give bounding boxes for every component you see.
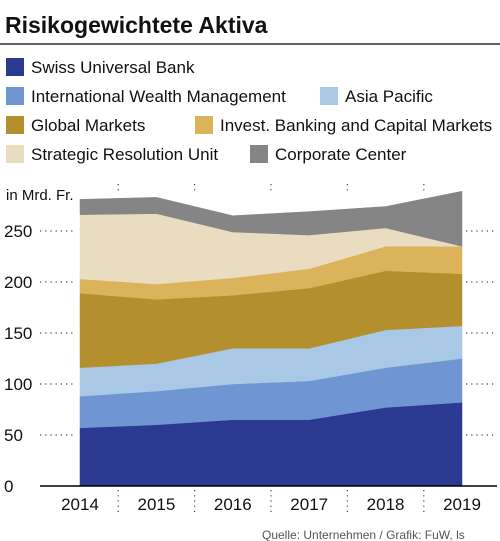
areas xyxy=(79,190,463,487)
legend-swatch-7 xyxy=(250,145,268,163)
legend: Swiss Universal Bank International Wealth… xyxy=(6,58,492,164)
legend-swatch-4 xyxy=(6,116,24,134)
legend-swatch-6 xyxy=(6,145,24,163)
y-axis: 0 50 100 150 200 250 xyxy=(4,222,32,496)
y-tick-label-150: 150 xyxy=(4,324,32,343)
y-tick-label-100: 100 xyxy=(4,375,32,394)
legend-label-2: International Wealth Management xyxy=(31,87,286,106)
legend-label-5: Invest. Banking and Capital Markets xyxy=(220,116,492,135)
x-tick-label-2015: 2015 xyxy=(137,495,175,514)
legend-label-4: Global Markets xyxy=(31,116,145,135)
legend-label-7: Corporate Center xyxy=(275,145,407,164)
source-note: Quelle: Unternehmen / Grafik: FuW, ls xyxy=(262,528,465,541)
legend-label-3: Asia Pacific xyxy=(345,87,433,106)
y-axis-label: in Mrd. Fr. xyxy=(6,187,74,204)
y-tick-label-0: 0 xyxy=(4,477,13,496)
y-tick-label-50: 50 xyxy=(4,426,23,445)
x-tick-label-2018: 2018 xyxy=(367,495,405,514)
x-tick-label-2014: 2014 xyxy=(61,495,99,514)
x-tick-label-2019: 2019 xyxy=(443,495,481,514)
legend-label-1: Swiss Universal Bank xyxy=(31,58,195,77)
x-tick-label-2016: 2016 xyxy=(214,495,252,514)
gridlines xyxy=(40,184,497,516)
x-tick-label-2017: 2017 xyxy=(290,495,328,514)
legend-swatch-2 xyxy=(6,87,24,105)
legend-swatch-3 xyxy=(320,87,338,105)
chart-title: Risikogewichtete Aktiva xyxy=(5,12,268,38)
y-tick-label-200: 200 xyxy=(4,273,32,292)
legend-swatch-1 xyxy=(6,58,24,76)
x-axis: 2014 2015 2016 2017 2018 2019 xyxy=(40,485,497,514)
legend-label-6: Strategic Resolution Unit xyxy=(31,145,218,164)
y-tick-label-250: 250 xyxy=(4,222,32,241)
area-series-7 xyxy=(79,190,463,247)
legend-swatch-5 xyxy=(195,116,213,134)
